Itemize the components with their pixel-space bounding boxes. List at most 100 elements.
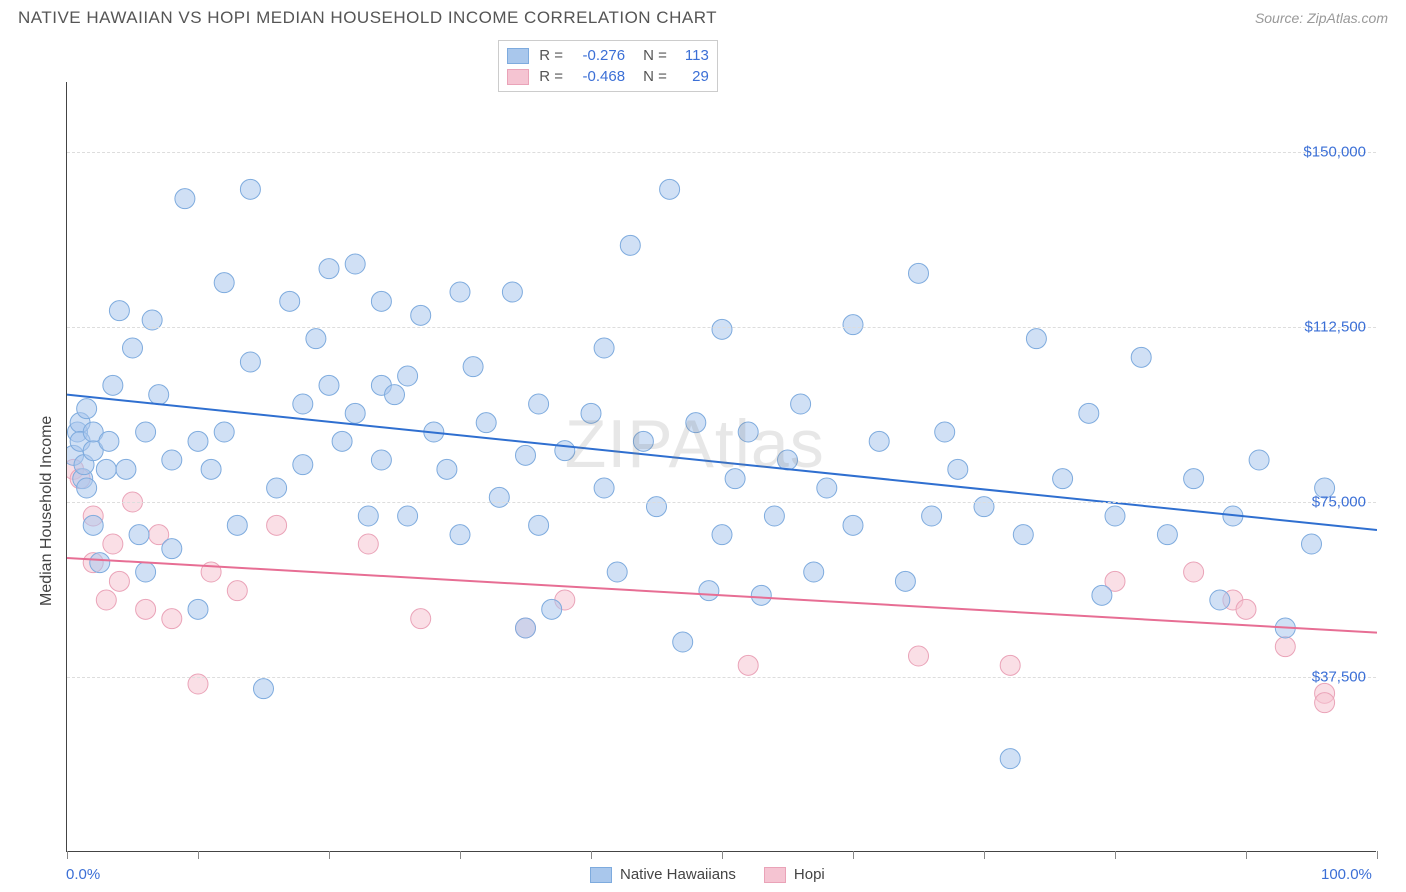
native-hawaiian-point [778, 450, 798, 470]
native-hawaiian-point [1210, 590, 1230, 610]
gridline [67, 327, 1376, 328]
native-hawaiian-point [240, 179, 260, 199]
x-tick [1377, 851, 1378, 859]
native-hawaiian-point [345, 403, 365, 423]
native-hawaiian-point [935, 422, 955, 442]
n-label: N = [643, 47, 667, 64]
hopi-point [1184, 562, 1204, 582]
native-hawaiian-point [647, 497, 667, 517]
native-hawaiian-point [123, 338, 143, 358]
y-tick-label: $112,500 [1305, 319, 1366, 336]
native-hawaiian-point [411, 305, 431, 325]
native-hawaiian-point [660, 179, 680, 199]
native-hawaiian-point [90, 553, 110, 573]
native-hawaiian-point [371, 450, 391, 470]
x-tick [460, 851, 461, 859]
hopi-point [162, 609, 182, 629]
native-hawaiian-point [293, 394, 313, 414]
native-hawaiian-point [450, 525, 470, 545]
hopi-point [1236, 599, 1256, 619]
native-hawaiian-point [293, 455, 313, 475]
native-hawaiian-point [83, 515, 103, 535]
y-tick-label: $75,000 [1312, 494, 1366, 511]
native-hawaiian-point [1249, 450, 1269, 470]
x-tick [198, 851, 199, 859]
scatter-svg [67, 82, 1377, 852]
native-hawaiian-point [909, 263, 929, 283]
native-hawaiian-point [463, 357, 483, 377]
native-hawaiian-point [162, 539, 182, 559]
native-hawaiian-point [974, 497, 994, 517]
native-hawaiian-point [476, 413, 496, 433]
native-hawaiian-point [149, 385, 169, 405]
legend-label: Hopi [794, 866, 825, 883]
native-hawaiian-point [948, 459, 968, 479]
trend-line-native-hawaiian [67, 395, 1377, 530]
hopi-point [1000, 655, 1020, 675]
native-hawaiian-point [162, 450, 182, 470]
native-hawaiian-point [345, 254, 365, 274]
native-hawaiian-point [869, 431, 889, 451]
x-tick [984, 851, 985, 859]
native-hawaiian-point [227, 515, 247, 535]
native-hawaiian-point [398, 506, 418, 526]
legend-item: Hopi [764, 866, 825, 883]
native-hawaiian-point [1053, 469, 1073, 489]
hopi-point [227, 581, 247, 601]
r-value: -0.468 [569, 68, 625, 85]
legend-swatch [507, 69, 529, 85]
native-hawaiian-point [1157, 525, 1177, 545]
source-label: Source: ZipAtlas.com [1255, 10, 1388, 26]
hopi-point [358, 534, 378, 554]
native-hawaiian-point [1092, 585, 1112, 605]
native-hawaiian-point [214, 422, 234, 442]
native-hawaiian-point [712, 525, 732, 545]
native-hawaiian-point [895, 571, 915, 591]
native-hawaiian-point [817, 478, 837, 498]
legend-swatch [590, 867, 612, 883]
legend-item: Native Hawaiians [590, 866, 736, 883]
native-hawaiian-point [319, 259, 339, 279]
r-label: R = [539, 68, 563, 85]
r-value: -0.276 [569, 47, 625, 64]
y-axis-label: Median Household Income [38, 415, 56, 605]
native-hawaiian-point [804, 562, 824, 582]
gridline [67, 502, 1376, 503]
stats-legend-box: R =-0.276N =113R =-0.468N =29 [498, 40, 718, 92]
r-label: R = [539, 47, 563, 64]
native-hawaiian-point [633, 431, 653, 451]
native-hawaiian-point [764, 506, 784, 526]
native-hawaiian-point [699, 581, 719, 601]
native-hawaiian-point [1302, 534, 1322, 554]
native-hawaiian-point [371, 291, 391, 311]
native-hawaiian-point [1000, 749, 1020, 769]
chart-title: NATIVE HAWAIIAN VS HOPI MEDIAN HOUSEHOLD… [18, 8, 717, 28]
native-hawaiian-point [489, 487, 509, 507]
native-hawaiian-point [581, 403, 601, 423]
native-hawaiian-point [555, 441, 575, 461]
native-hawaiian-point [843, 315, 863, 335]
y-tick-label: $150,000 [1303, 144, 1366, 161]
native-hawaiian-point [673, 632, 693, 652]
native-hawaiian-point [1013, 525, 1033, 545]
trend-line-hopi [67, 558, 1377, 633]
native-hawaiian-point [201, 459, 221, 479]
legend-label: Native Hawaiians [620, 866, 736, 883]
n-value: 113 [673, 47, 709, 64]
plot-area: ZIPAtlas $37,500$75,000$112,500$150,000 [66, 82, 1376, 852]
native-hawaiian-point [1184, 469, 1204, 489]
native-hawaiian-point [725, 469, 745, 489]
native-hawaiian-point [1026, 329, 1046, 349]
legend-swatch [507, 48, 529, 64]
native-hawaiian-point [594, 338, 614, 358]
native-hawaiian-point [1105, 506, 1125, 526]
hopi-point [738, 655, 758, 675]
x-tick [853, 851, 854, 859]
gridline [67, 152, 1376, 153]
chart-header: NATIVE HAWAIIAN VS HOPI MEDIAN HOUSEHOLD… [0, 0, 1406, 34]
n-value: 29 [673, 68, 709, 85]
native-hawaiian-point [516, 618, 536, 638]
native-hawaiian-point [686, 413, 706, 433]
native-hawaiian-point [99, 431, 119, 451]
x-axis-max-label: 100.0% [1321, 866, 1372, 883]
